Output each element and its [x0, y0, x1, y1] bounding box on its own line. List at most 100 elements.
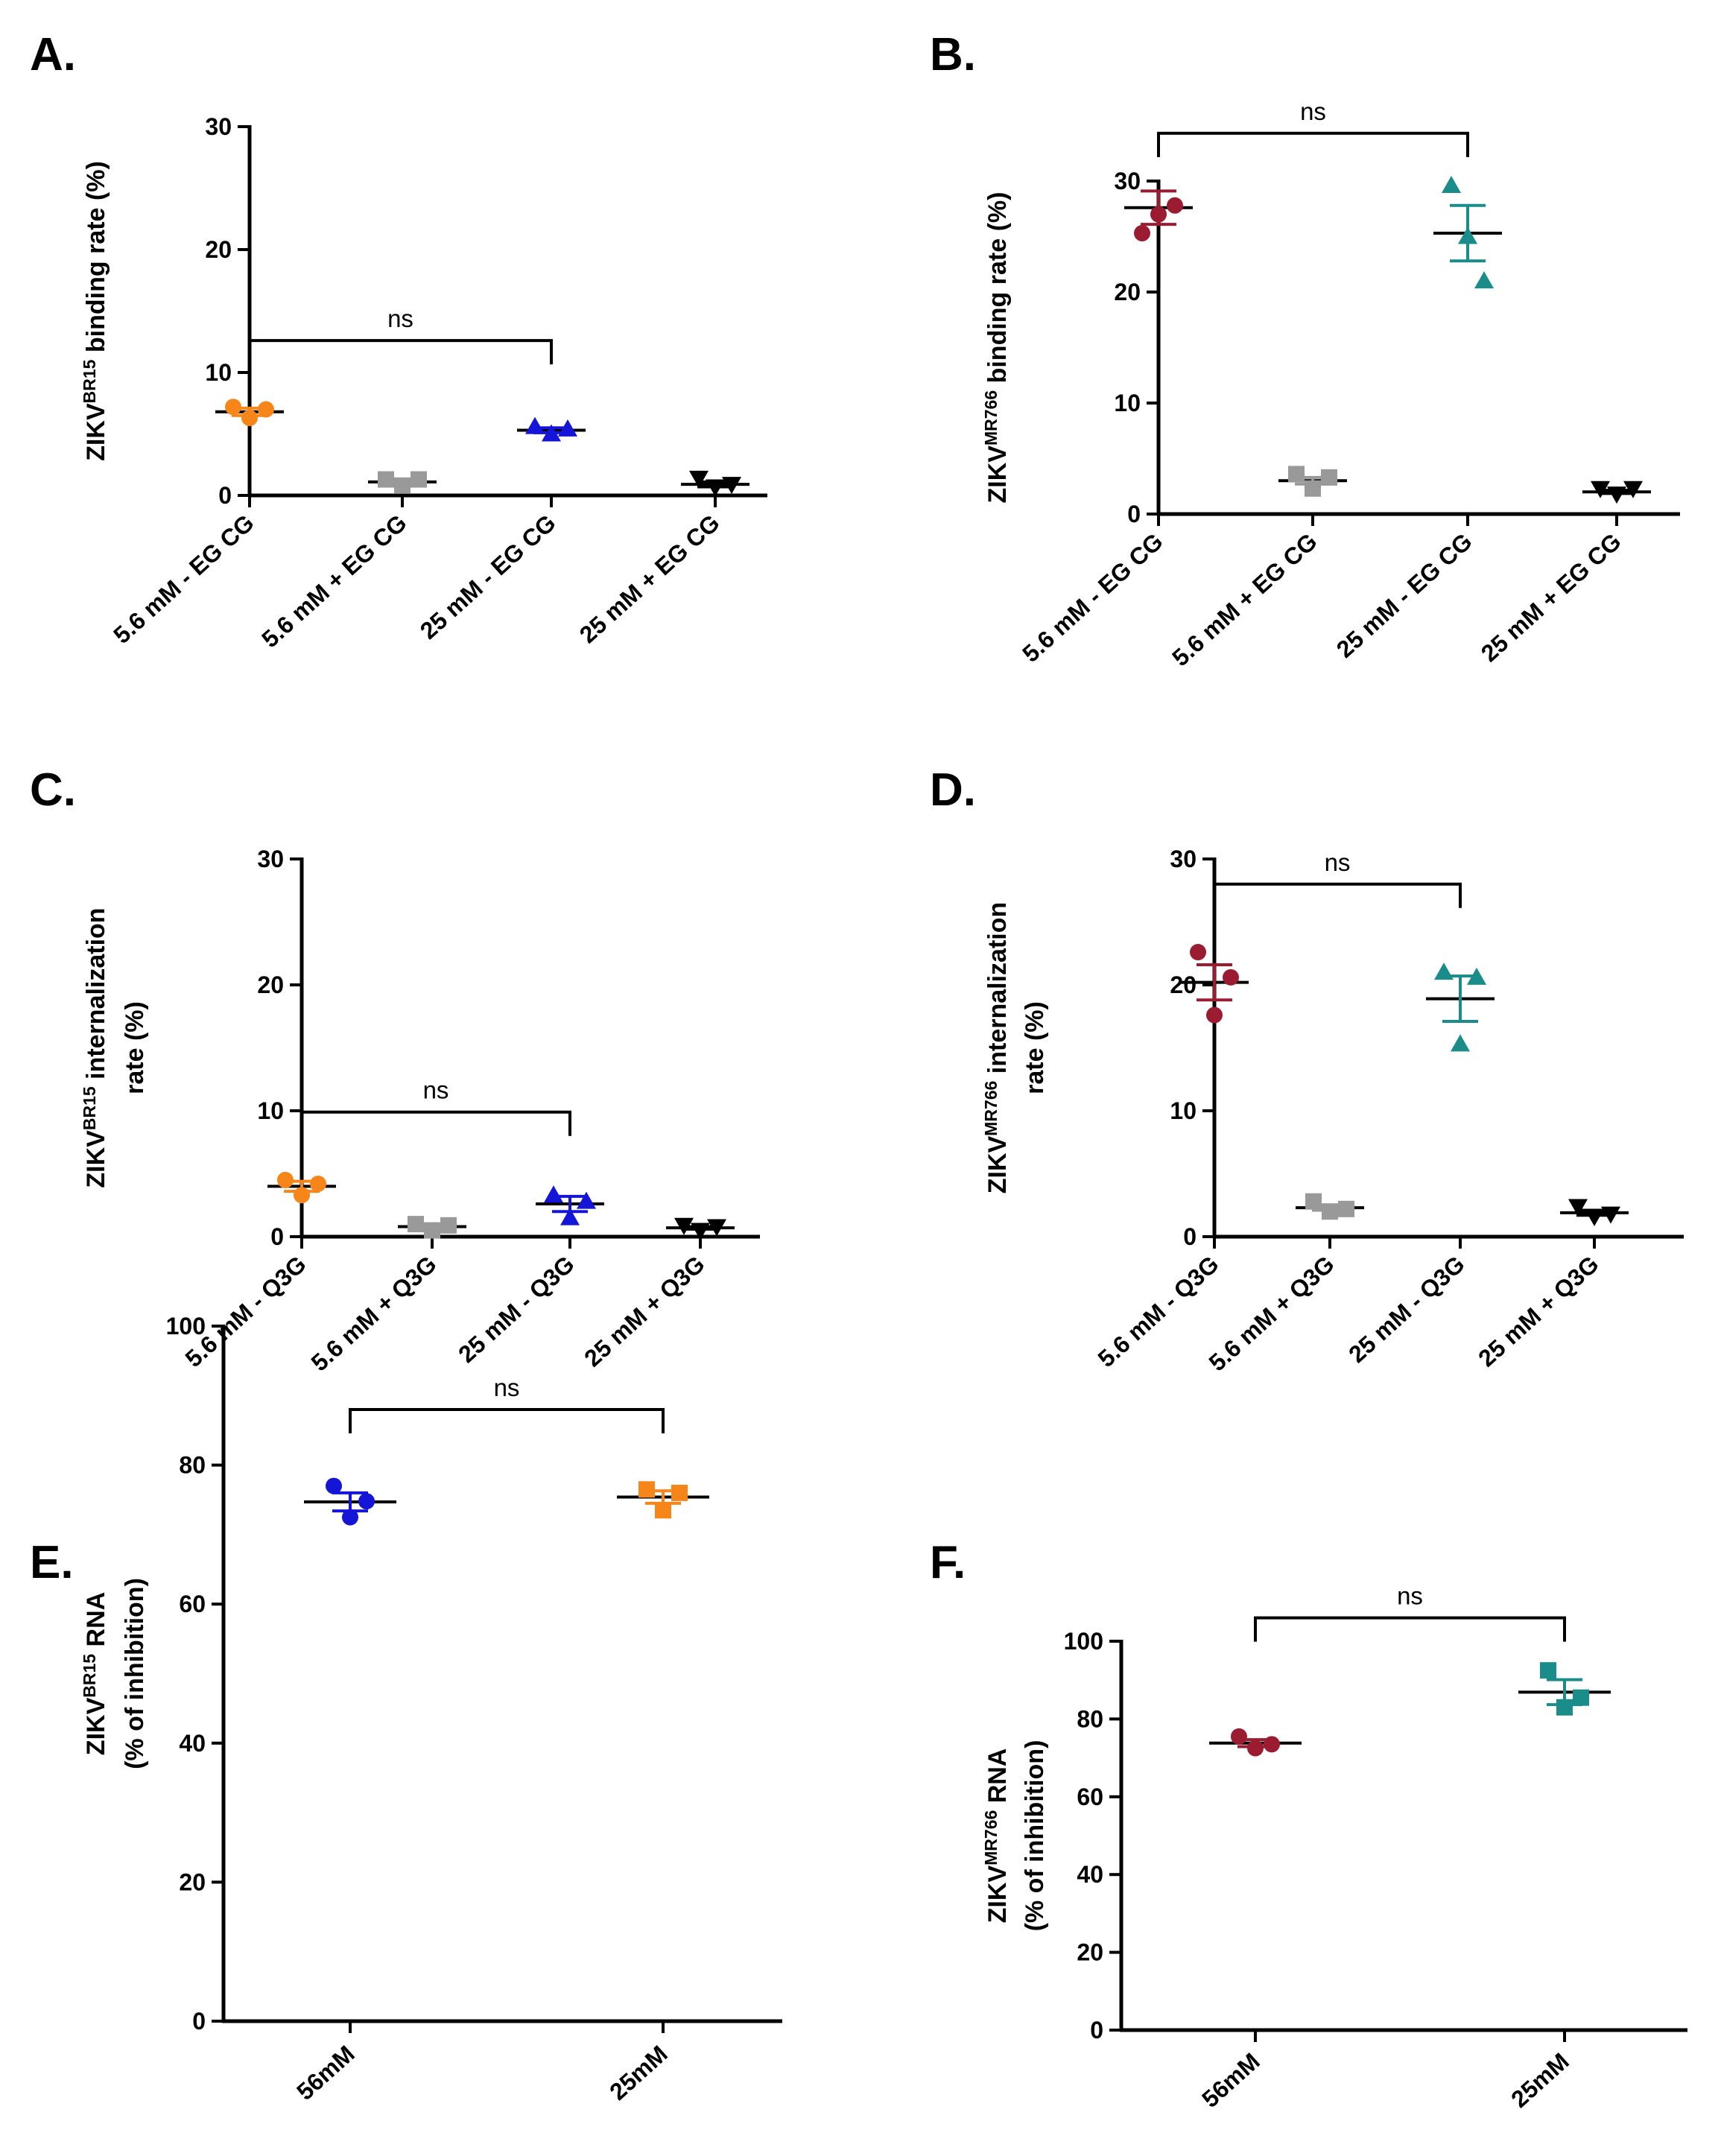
chart-b-data-point [1305, 480, 1321, 497]
chart-e-y-tick-label: 100 [166, 1313, 206, 1339]
chart-f-y-tick-label: 40 [1077, 1861, 1103, 1888]
chart-c-data-point [424, 1222, 440, 1239]
chart-b-significance-bracket [1157, 131, 1469, 157]
chart-f-y-tick-label: 60 [1077, 1784, 1103, 1810]
chart-b-y-tick-label: 30 [1114, 168, 1141, 194]
chart-e-y-tick-label: 40 [179, 1730, 206, 1757]
chart-c-y-tick-label: 0 [270, 1223, 284, 1250]
chart-c-y-tick-label: 30 [257, 846, 284, 872]
chart-f-y-tick-label: 80 [1077, 1705, 1103, 1732]
chart-b-y-tick-label: 20 [1114, 279, 1141, 305]
chart-d-significance-label: ns [1325, 849, 1351, 876]
chart-b-data-point [1474, 271, 1494, 289]
chart-d-data-point [1585, 1208, 1604, 1226]
panel-label-b: B. [930, 29, 976, 80]
chart-c-data-point [277, 1171, 294, 1188]
chart-d-data-point [1206, 1006, 1223, 1024]
chart-b-data-point [1321, 469, 1337, 486]
chart-c-data-point [408, 1216, 424, 1233]
chart-c-data-point [577, 1191, 596, 1209]
chart-a-data-point [411, 471, 427, 488]
chart-c-data-point [691, 1223, 710, 1240]
chart-d-data-point [1338, 1200, 1354, 1217]
chart-a-significance-bracket [248, 339, 553, 365]
panel-label-d: D. [930, 764, 976, 816]
panel-label-a: A. [30, 29, 76, 80]
chart-d-data-point [1467, 967, 1486, 985]
chart-a-y-tick-label: 20 [205, 236, 232, 263]
chart-a-data-point [689, 470, 709, 488]
chart-b-y-label: ZIKVMR766 binding rate (%) [981, 192, 1012, 504]
chart-e-y-tick-label: 20 [179, 1868, 206, 1895]
chart-c-data-point [440, 1217, 457, 1234]
chart-f-y-tick-label: 0 [1090, 2017, 1103, 2044]
chart-f-data-point [1264, 1736, 1280, 1753]
chart-e-data-point [655, 1502, 671, 1519]
chart-e-y-label: ZIKVBR15 RNA [80, 1592, 110, 1755]
chart-c-significance-label: ns [423, 1077, 449, 1104]
chart-b-data-point [1591, 481, 1610, 498]
chart-c-y-tick-label: 10 [257, 1097, 284, 1124]
chart-e-data-point [358, 1493, 375, 1510]
chart-e-y-tick-label: 80 [179, 1452, 206, 1479]
chart-a-data-point [558, 419, 577, 437]
chart-a-significance-label: ns [387, 305, 413, 332]
panel-label-f: F. [930, 1537, 966, 1588]
chart-c-data-point [294, 1187, 310, 1204]
chart-a-data-point [378, 471, 394, 488]
chart-d-y-label: ZIKVMR766 internalization [981, 902, 1012, 1194]
chart-c-y-label: ZIKVBR15 internalization [80, 907, 110, 1188]
chart-d-y-tick-label: 30 [1170, 846, 1197, 872]
chart-c-data-point [310, 1176, 326, 1193]
chart-a-data-point [258, 401, 274, 418]
chart-a-y-label: ZIKVBR15 binding rate (%) [80, 161, 110, 461]
chart-d-data-point [1568, 1199, 1588, 1217]
chart-a-y-tick-label: 30 [205, 113, 232, 140]
chart-d-data-point [1190, 944, 1206, 961]
chart-f-y-tick-label: 20 [1077, 1939, 1103, 1966]
chart-c-data-point [544, 1185, 563, 1203]
chart-f-y-tick-label: 100 [1064, 1628, 1103, 1655]
chart-b-data-point [1458, 226, 1477, 244]
chart-e-data-point [638, 1481, 655, 1498]
chart-a-data-point [394, 477, 411, 494]
chart-b-y-tick-label: 10 [1114, 390, 1141, 416]
chart-c-y-tick-label: 20 [257, 971, 284, 998]
chart-b-data-point [1134, 225, 1150, 242]
chart-e-data-point [342, 1509, 358, 1526]
chart-b-significance-label: ns [1300, 98, 1326, 125]
chart-d-y-tick-label: 20 [1170, 971, 1197, 998]
chart-b-y-tick-label: 0 [1127, 501, 1141, 527]
chart-b-data-point [1288, 466, 1305, 483]
chart-c-data-point [707, 1219, 726, 1237]
chart-a-data-point [542, 424, 561, 442]
chart-a-data-point [225, 399, 241, 416]
chart-f-data-point [1231, 1728, 1247, 1745]
chart-f-data-point [1540, 1662, 1556, 1679]
chart-a-data-point [706, 479, 725, 497]
chart-a-y-tick-label: 10 [205, 359, 232, 386]
chart-d-y-tick-label: 10 [1170, 1097, 1197, 1124]
panel-label-e: E. [30, 1537, 74, 1588]
chart-a-data-point [241, 410, 258, 427]
chart-c-y-label-line2: rate (%) [121, 1001, 149, 1094]
chart-c-data-point [674, 1217, 694, 1235]
chart-e-significance-label: ns [494, 1374, 520, 1401]
chart-c-data-point [560, 1208, 580, 1226]
chart-e-y-tick-label: 60 [179, 1591, 206, 1617]
chart-f-significance-bracket [1254, 1616, 1566, 1642]
chart-b-data-point [1167, 197, 1183, 214]
chart-f-data-point [1573, 1689, 1589, 1706]
chart-f-category-label: 25mM [1506, 2047, 1573, 2112]
chart-b-data-point [1442, 175, 1461, 193]
chart-c-significance-bracket [300, 1110, 571, 1136]
chart-a-data-point [722, 477, 741, 495]
chart-e-data-point [326, 1477, 342, 1494]
chart-f-data-point [1247, 1740, 1264, 1757]
chart-f-significance-label: ns [1397, 1582, 1423, 1610]
